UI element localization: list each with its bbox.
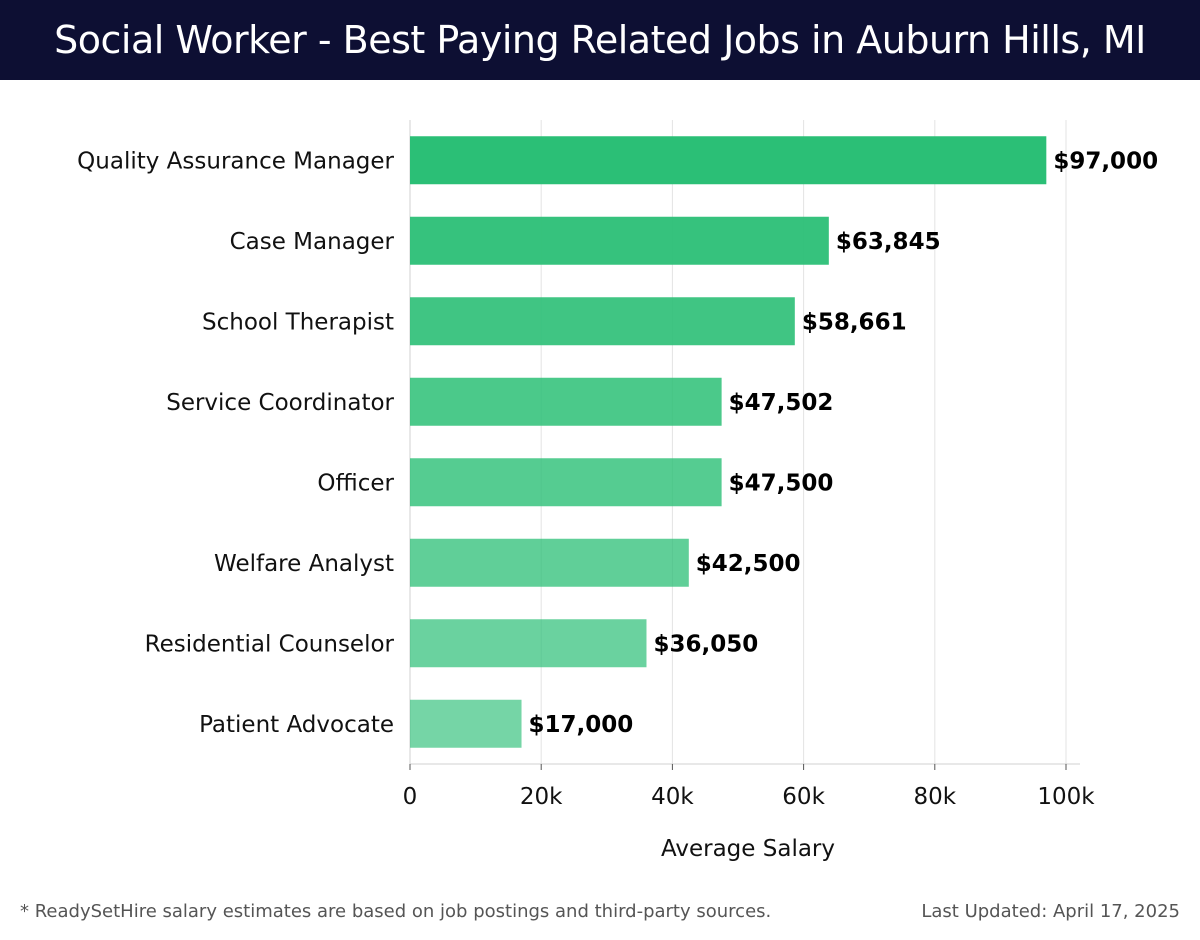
bar: [410, 458, 722, 507]
data-label: $97,000: [1053, 148, 1158, 174]
bar: [410, 377, 722, 426]
chart-title: Social Worker - Best Paying Related Jobs…: [54, 18, 1146, 62]
chart-area: 0 20k 40k 60k 80k 100k Average Salary Quality A…: [0, 80, 1200, 890]
bar-chart: 0 20k 40k 60k 80k 100k Average Salary Quality A…: [77, 120, 1158, 862]
category-label: Welfare Analyst: [214, 551, 394, 577]
bar: [410, 297, 795, 346]
category-label: Residential Counselor: [145, 631, 395, 657]
bar: [410, 216, 829, 265]
last-updated: Last Updated: April 17, 2025: [921, 901, 1180, 922]
category-label: Officer: [317, 470, 394, 496]
category-label: School Therapist: [202, 309, 394, 335]
data-label: $63,845: [836, 229, 941, 255]
bar: [410, 619, 647, 668]
footnote: * ReadySetHire salary estimates are base…: [20, 901, 772, 922]
x-tick-label: 20k: [520, 784, 563, 810]
data-label: $42,500: [696, 551, 801, 577]
x-tick-label: 80k: [914, 784, 957, 810]
x-axis-title: Average Salary: [661, 836, 835, 862]
x-tick-label: 100k: [1037, 784, 1095, 810]
bar: [410, 538, 689, 587]
x-tick-label: 0: [403, 784, 418, 810]
category-label: Patient Advocate: [199, 712, 394, 738]
data-label: $17,000: [529, 712, 634, 738]
bar: [410, 136, 1047, 185]
category-label: Quality Assurance Manager: [77, 148, 394, 174]
data-label: $47,502: [729, 390, 834, 416]
x-tick-label: 40k: [651, 784, 694, 810]
bar: [410, 699, 522, 748]
data-label: $36,050: [653, 631, 758, 657]
category-label: Case Manager: [230, 229, 395, 255]
category-label: Service Coordinator: [166, 390, 394, 416]
data-label: $47,500: [729, 470, 834, 496]
x-tick-label: 60k: [782, 784, 825, 810]
title-bar: Social Worker - Best Paying Related Jobs…: [0, 0, 1200, 80]
data-label: $58,661: [802, 309, 907, 335]
